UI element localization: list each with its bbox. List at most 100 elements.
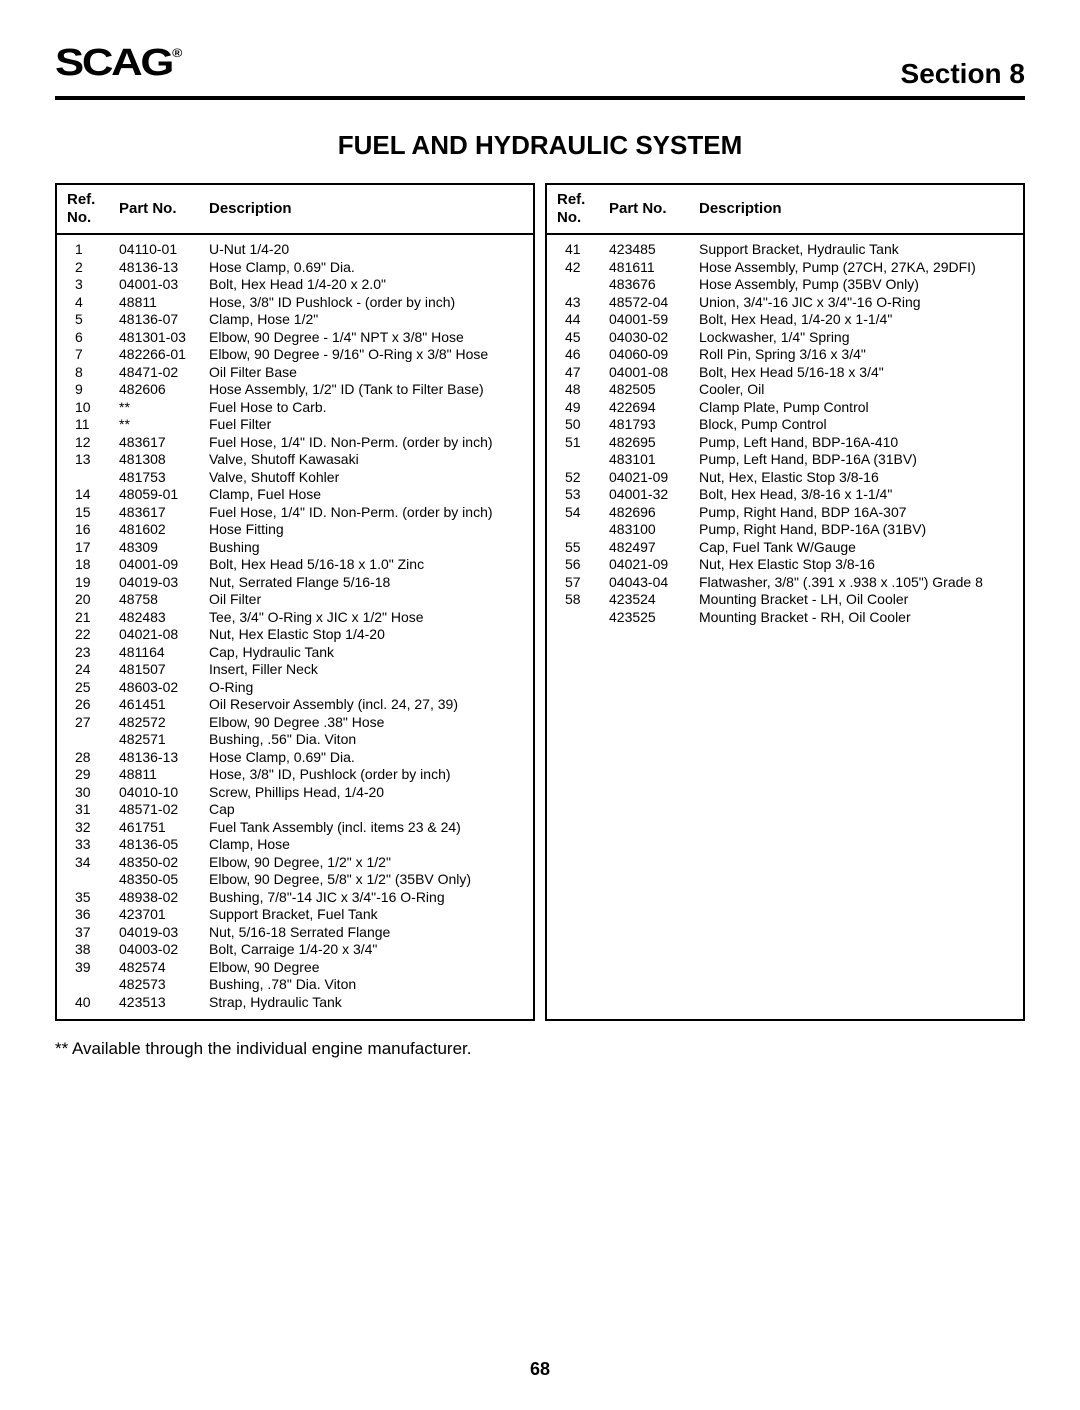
- cell-desc: Strap, Hydraulic Tank: [205, 994, 533, 1012]
- cell-part: **: [115, 416, 205, 434]
- cell-ref: 2: [57, 259, 115, 277]
- cell-part: 423513: [115, 994, 205, 1012]
- cell-part: 48471-02: [115, 364, 205, 382]
- table-row: 48482505Cooler, Oil: [547, 381, 1023, 399]
- table-row: 3448350-02Elbow, 90 Degree, 1/2" x 1/2": [57, 854, 533, 872]
- table-row: 481753Valve, Shutoff Kohler: [57, 469, 533, 487]
- cell-part: 04003-02: [115, 941, 205, 959]
- cell-part: 482695: [605, 434, 695, 452]
- cell-part: 482266-01: [115, 346, 205, 364]
- cell-part: **: [115, 399, 205, 417]
- table-row: 26461451Oil Reservoir Assembly (incl. 24…: [57, 696, 533, 714]
- cell-ref: 16: [57, 521, 115, 539]
- cell-part: 48350-02: [115, 854, 205, 872]
- cell-ref: 5: [57, 311, 115, 329]
- cell-part: 483617: [115, 504, 205, 522]
- cell-desc: Pump, Left Hand, BDP-16A-410: [695, 434, 1023, 452]
- cell-part: 48758: [115, 591, 205, 609]
- cell-part: 48136-13: [115, 749, 205, 767]
- cell-ref: 1: [57, 241, 115, 259]
- cell-desc: Nut, 5/16-18 Serrated Flange: [205, 924, 533, 942]
- cell-desc: Elbow, 90 Degree: [205, 959, 533, 977]
- cell-desc: Oil Filter Base: [205, 364, 533, 382]
- cell-part: 48938-02: [115, 889, 205, 907]
- cell-desc: Block, Pump Control: [695, 416, 1023, 434]
- cell-part: 04001-03: [115, 276, 205, 294]
- cell-part: 483101: [605, 451, 695, 469]
- cell-ref: [547, 521, 605, 539]
- cell-desc: Nut, Serrated Flange 5/16-18: [205, 574, 533, 592]
- cell-part: 481308: [115, 451, 205, 469]
- cell-part: 04010-10: [115, 784, 205, 802]
- table-row: 41423485Support Bracket, Hydraulic Tank: [547, 241, 1023, 259]
- cell-ref: 4: [57, 294, 115, 312]
- cell-desc: Support Bracket, Hydraulic Tank: [695, 241, 1023, 259]
- cell-desc: Oil Reservoir Assembly (incl. 24, 27, 39…: [205, 696, 533, 714]
- cell-desc: Bolt, Carraige 1/4-20 x 3/4": [205, 941, 533, 959]
- cell-desc: Hose Assembly, Pump (35BV Only): [695, 276, 1023, 294]
- cell-desc: Pump, Left Hand, BDP-16A (31BV): [695, 451, 1023, 469]
- cell-desc: Fuel Tank Assembly (incl. items 23 & 24): [205, 819, 533, 837]
- table-row: 7482266-01Elbow, 90 Degree - 9/16" O-Rin…: [57, 346, 533, 364]
- cell-part: 48811: [115, 294, 205, 312]
- cell-desc: Hose Assembly, 1/2" ID (Tank to Filter B…: [205, 381, 533, 399]
- table-row: 51482695Pump, Left Hand, BDP-16A-410: [547, 434, 1023, 452]
- cell-part: 04001-32: [605, 486, 695, 504]
- table-row: 6481301-03Elbow, 90 Degree - 1/4" NPT x …: [57, 329, 533, 347]
- cell-part: 482573: [115, 976, 205, 994]
- table-row: 1748309Bushing: [57, 539, 533, 557]
- col-part: Part No.: [115, 185, 205, 233]
- cell-ref: 44: [547, 311, 605, 329]
- cell-desc: Clamp, Hose 1/2": [205, 311, 533, 329]
- cell-desc: Hose Assembly, Pump (27CH, 27KA, 29DFI): [695, 259, 1023, 277]
- cell-desc: Fuel Hose, 1/4" ID. Non-Perm. (order by …: [205, 504, 533, 522]
- col-desc: Description: [205, 185, 533, 233]
- table-row: 4604060-09Roll Pin, Spring 3/16 x 3/4": [547, 346, 1023, 364]
- cell-desc: Bolt, Hex Head 5/16-18 x 3/4": [695, 364, 1023, 382]
- cell-ref: 47: [547, 364, 605, 382]
- cell-part: 04030-02: [605, 329, 695, 347]
- cell-part: 48136-13: [115, 259, 205, 277]
- cell-part: 481301-03: [115, 329, 205, 347]
- cell-ref: [547, 609, 605, 627]
- table-row: 50481793Block, Pump Control: [547, 416, 1023, 434]
- table-row: 482571Bushing, .56" Dia. Viton: [57, 731, 533, 749]
- cell-desc: Elbow, 90 Degree - 1/4" NPT x 3/8" Hose: [205, 329, 533, 347]
- cell-desc: Oil Filter: [205, 591, 533, 609]
- parts-columns: Ref. No. Part No. Description 104110-01U…: [55, 183, 1025, 1021]
- table-row: 304001-03Bolt, Hex Head 1/4-20 x 2.0": [57, 276, 533, 294]
- cell-ref: 46: [547, 346, 605, 364]
- cell-ref: 19: [57, 574, 115, 592]
- cell-desc: Tee, 3/4" O-Ring x JIC x 1/2" Hose: [205, 609, 533, 627]
- cell-ref: 36: [57, 906, 115, 924]
- col-desc: Description: [695, 185, 1023, 233]
- cell-desc: Elbow, 90 Degree, 5/8" x 1/2" (35BV Only…: [205, 871, 533, 889]
- cell-part: 423524: [605, 591, 695, 609]
- cell-ref: 23: [57, 644, 115, 662]
- cell-desc: Hose Fitting: [205, 521, 533, 539]
- table-row: 3804003-02Bolt, Carraige 1/4-20 x 3/4": [57, 941, 533, 959]
- cell-part: 481602: [115, 521, 205, 539]
- table-row: 104110-01U-Nut 1/4-20: [57, 241, 533, 259]
- cell-ref: 34: [57, 854, 115, 872]
- table-header: Ref. No. Part No. Description: [57, 185, 533, 235]
- cell-ref: 3: [57, 276, 115, 294]
- cell-desc: Mounting Bracket - LH, Oil Cooler: [695, 591, 1023, 609]
- table-row: 1448059-01Clamp, Fuel Hose: [57, 486, 533, 504]
- cell-desc: Pump, Right Hand, BDP 16A-307: [695, 504, 1023, 522]
- table-row: 3004010-10Screw, Phillips Head, 1/4-20: [57, 784, 533, 802]
- cell-part: 04001-59: [605, 311, 695, 329]
- cell-part: 461751: [115, 819, 205, 837]
- cell-part: 481793: [605, 416, 695, 434]
- cell-desc: Hose Clamp, 0.69" Dia.: [205, 259, 533, 277]
- cell-ref: 48: [547, 381, 605, 399]
- cell-ref: 31: [57, 801, 115, 819]
- cell-ref: 6: [57, 329, 115, 347]
- col-ref: Ref. No.: [547, 185, 605, 233]
- cell-ref: [57, 976, 115, 994]
- cell-part: 04019-03: [115, 574, 205, 592]
- cell-part: 482483: [115, 609, 205, 627]
- table-row: 3548938-02Bushing, 7/8"-14 JIC x 3/4"-16…: [57, 889, 533, 907]
- table-row: 483101Pump, Left Hand, BDP-16A (31BV): [547, 451, 1023, 469]
- table-row: 12483617Fuel Hose, 1/4" ID. Non-Perm. (o…: [57, 434, 533, 452]
